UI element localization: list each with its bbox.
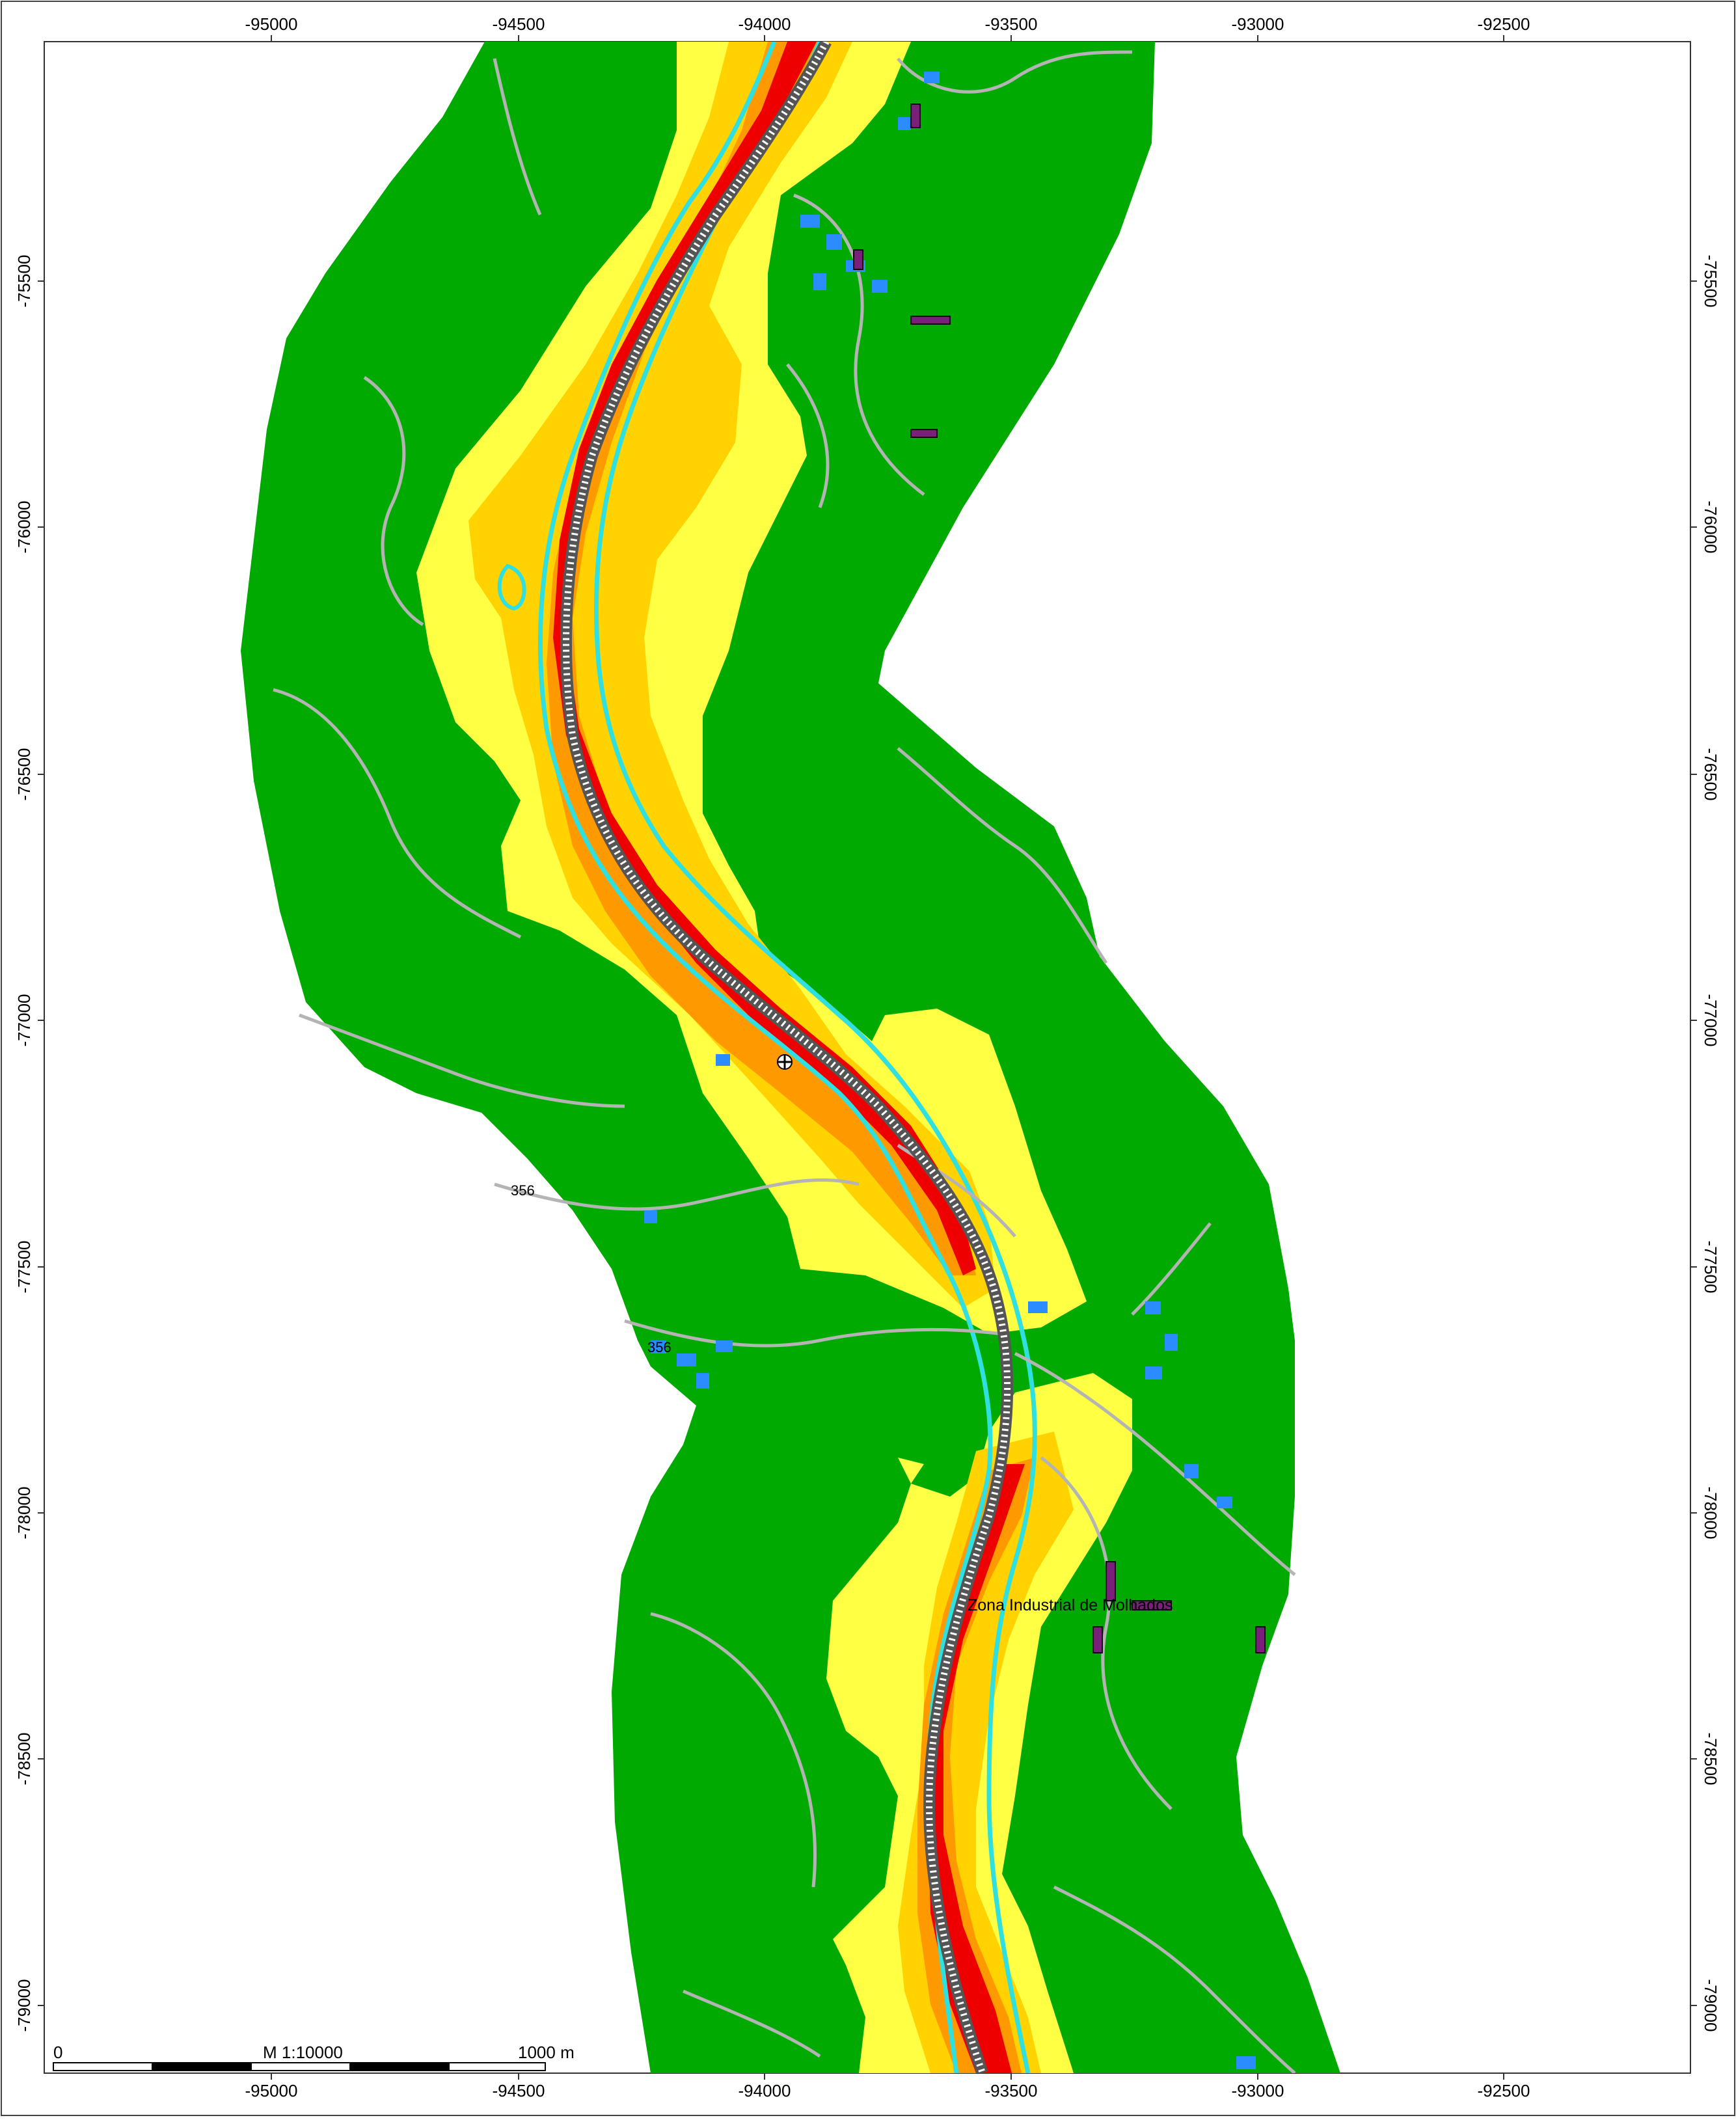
y-tick-label-left: -75500 [14, 255, 34, 308]
y-tick-label-right: -79000 [1701, 1979, 1720, 2032]
y-tick-label-left: -77500 [14, 1241, 34, 1294]
y-tick-label-left: -78500 [14, 1733, 34, 1786]
route-label-356-b: 356 [647, 1339, 671, 1355]
x-tick-label-bottom: -93000 [1232, 2081, 1284, 2100]
y-tick-label-right: -78000 [1701, 1487, 1720, 1540]
survey-point-icon [777, 1054, 793, 1070]
river-line [537, 42, 993, 2073]
y-tick-label-left: -79000 [14, 1979, 34, 2032]
river-line-east [593, 42, 1037, 2073]
x-tick-label-bottom: -94500 [493, 2081, 545, 2100]
x-tick-label-top: -92500 [1478, 14, 1530, 34]
x-tick-label-top: -95000 [245, 14, 298, 34]
route-label-356-a: 356 [511, 1182, 535, 1199]
x-tick-label-top: -93500 [985, 14, 1038, 34]
scale-bar: 0 M 1:10000 1000 m [53, 2043, 575, 2071]
y-tick-label-right: -78500 [1701, 1733, 1720, 1786]
y-tick-label-left: -77000 [14, 994, 34, 1047]
x-tick-label-bottom: -93500 [985, 2081, 1038, 2100]
noise-band-yellow-north [416, 42, 1087, 1334]
x-tick-label-top: -94000 [739, 14, 791, 34]
y-tick-label-right: -76500 [1701, 748, 1720, 801]
zone-label: Zona Industrial de Molhados [968, 1596, 1173, 1614]
x-tick-label-top: -94500 [493, 14, 545, 34]
scale-bar-end: 1000 m [518, 2043, 575, 2062]
scale-bar-ratio: M 1:10000 [263, 2043, 343, 2062]
y-tick-label-right: -75500 [1701, 255, 1720, 308]
y-tick-label-right: -77500 [1701, 1241, 1720, 1294]
y-tick-label-right: -76000 [1701, 501, 1720, 554]
road-network [273, 50, 1296, 2073]
industrial-buildings [853, 103, 1266, 1653]
x-tick-label-bottom: -92500 [1478, 2081, 1530, 2100]
y-axis-ticks [38, 280, 1697, 2006]
x-tick-label-bottom: -95000 [245, 2081, 298, 2100]
x-tick-label-bottom: -94000 [739, 2081, 791, 2100]
x-tick-label-top: -93000 [1232, 14, 1284, 34]
railway-sleepers [563, 42, 1011, 2073]
y-tick-label-left: -76000 [14, 501, 34, 554]
y-tick-label-left: -78000 [14, 1487, 34, 1540]
y-tick-label-left: -76500 [14, 748, 34, 801]
scale-bar-start: 0 [53, 2043, 62, 2062]
pond [497, 564, 526, 611]
y-tick-label-right: -77000 [1701, 994, 1720, 1047]
x-axis-ticks [271, 35, 1504, 2080]
